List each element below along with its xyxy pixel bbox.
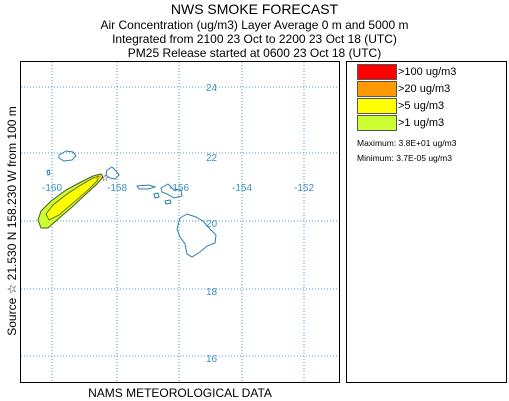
subtitle-concentration: Air Concentration (ug/m3) Layer Average …	[100, 18, 409, 32]
legend-swatch	[357, 98, 397, 114]
legend-maximum: Maximum: 3.8E+01 ug/m3	[357, 138, 457, 148]
subtitle-integration: Integrated from 2100 23 Oct to 2200 23 O…	[112, 32, 397, 46]
legend-item-gt20: >20 ug/m3	[357, 81, 450, 97]
lat-label-20: 20	[206, 219, 218, 230]
map-canvas: ☆ 24 22 20 18 16 -160 -158 -156 -154 -15…	[21, 62, 339, 382]
legend-item-gt5: >5 ug/m3	[357, 98, 444, 114]
legend-item-gt1: >1 ug/m3	[357, 115, 444, 131]
hawaii-island	[176, 213, 217, 258]
lat-label-18: 18	[206, 287, 218, 298]
lon-label-158: -158	[107, 183, 127, 194]
smoke-plume: ☆	[37, 173, 109, 229]
niihau-island	[46, 169, 51, 176]
legend-label: >1 ug/m3	[398, 117, 445, 129]
lon-label-156: -156	[169, 183, 189, 194]
legend-label: >20 ug/m3	[398, 83, 451, 95]
lat-label-22: 22	[206, 153, 218, 164]
lon-label-154: -154	[232, 183, 252, 194]
graticule	[21, 62, 339, 382]
plume-gt20	[95, 176, 101, 179]
maui-island	[160, 183, 183, 199]
lon-label-160: -160	[42, 183, 62, 194]
lanai-island	[153, 192, 160, 199]
kauai-island	[58, 150, 77, 162]
lat-label-16: 16	[206, 354, 218, 365]
legend-swatch	[357, 64, 397, 80]
legend-swatch	[357, 81, 397, 97]
lon-label-152: -152	[294, 183, 314, 194]
legend-label: >100 ug/m3	[398, 66, 457, 78]
source-location-label: Source ☆ 21.530 N 158.230 W from 100 m	[5, 106, 19, 336]
molokai-island	[136, 184, 157, 190]
legend-label: >5 ug/m3	[398, 100, 445, 112]
map-panel: ☆ 24 22 20 18 16 -160 -158 -156 -154 -15…	[20, 61, 340, 383]
plume-gt5	[45, 175, 100, 221]
source-star: ☆	[101, 174, 109, 184]
legend-minimum: Minimum: 3.7E-05 ug/m3	[357, 153, 452, 163]
legend-item-gt100: >100 ug/m3	[357, 64, 456, 80]
coastlines	[46, 150, 217, 258]
data-source-footer: NAMS METEOROLOGICAL DATA	[88, 386, 272, 400]
lat-label-24: 24	[206, 83, 218, 94]
kahoolawe-island	[164, 199, 172, 205]
legend-swatch	[357, 115, 397, 131]
oahu-island	[105, 166, 120, 180]
legend-panel: >100 ug/m3 >20 ug/m3 >5 ug/m3 >1 ug/m3 M…	[346, 61, 507, 383]
subtitle-release: PM25 Release started at 0600 23 Oct 18 (…	[127, 46, 382, 60]
map-title: NWS SMOKE FORECAST	[170, 1, 339, 17]
